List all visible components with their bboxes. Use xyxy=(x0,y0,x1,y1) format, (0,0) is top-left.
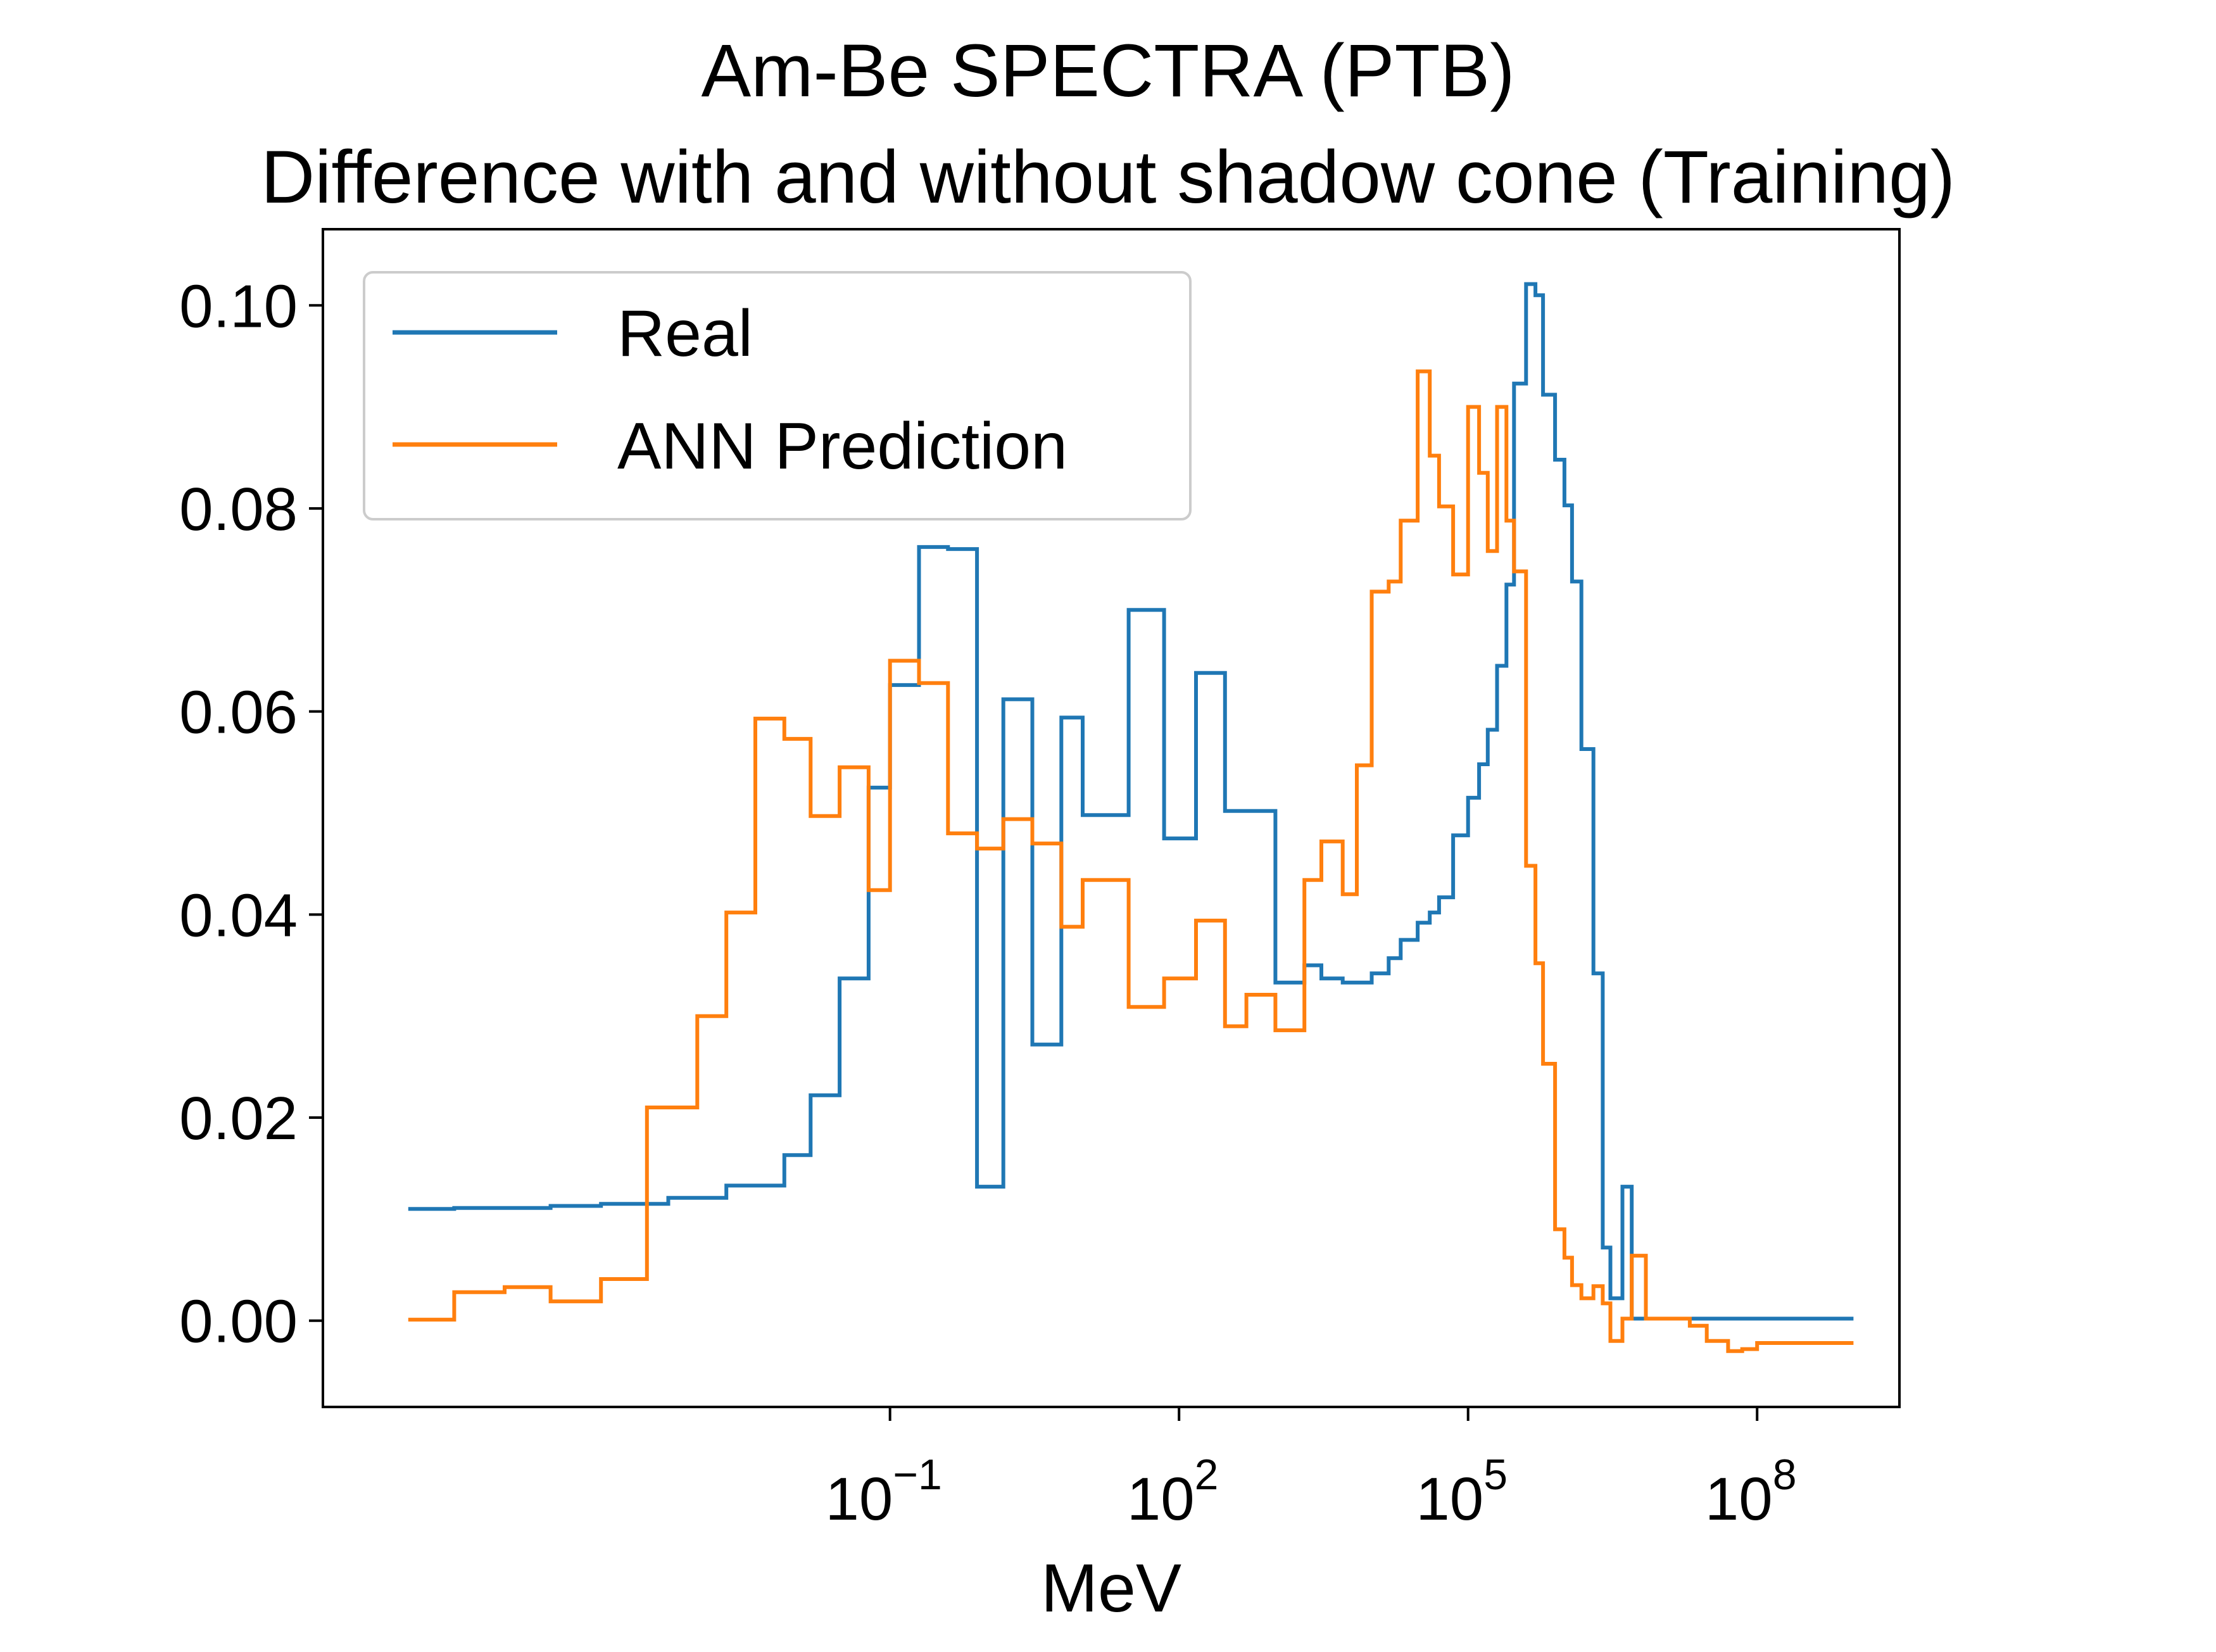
x-axis-label: MeV xyxy=(1041,1549,1181,1626)
x-tick-exponent: 2 xyxy=(1195,1451,1219,1499)
x-tick-base: 10 xyxy=(826,1465,893,1533)
x-tick-label: 102 xyxy=(1127,1451,1219,1533)
y-axis: 0.00 0.02 0.04 0.06 0.08 0.10 xyxy=(179,272,323,1356)
x-tick-base: 10 xyxy=(1127,1465,1195,1533)
x-tick-label: 108 xyxy=(1705,1451,1797,1533)
plot-area xyxy=(408,282,1854,1353)
chart-subtitle: Difference with and without shadow cone … xyxy=(261,136,1955,219)
legend-label-real: Real xyxy=(617,297,753,370)
series-line-ann-prediction xyxy=(408,369,1854,1353)
y-tick-label: 0.10 xyxy=(179,272,298,340)
x-tick-label: 105 xyxy=(1416,1451,1508,1533)
x-tick-exponent: 5 xyxy=(1483,1451,1508,1499)
y-tick-label: 0.02 xyxy=(179,1085,298,1152)
x-tick-base: 10 xyxy=(1416,1465,1483,1533)
y-tick-label: 0.00 xyxy=(179,1288,298,1356)
series-line-real xyxy=(408,282,1854,1321)
chart-title: Am-Be SPECTRA (PTB) xyxy=(701,29,1514,113)
plot-frame xyxy=(322,228,1901,1408)
y-tick-label: 0.04 xyxy=(179,881,298,949)
legend-label-ann-prediction: ANN Prediction xyxy=(617,410,1067,483)
x-tick-exponent: 8 xyxy=(1773,1451,1797,1499)
x-tick-exponent: −1 xyxy=(893,1451,942,1499)
x-tick-label: 10−1 xyxy=(826,1451,942,1533)
y-tick-label: 0.08 xyxy=(179,476,298,543)
legend-box xyxy=(363,271,1192,520)
x-tick-base: 10 xyxy=(1705,1465,1773,1533)
y-tick-label: 0.06 xyxy=(179,679,298,747)
x-axis: 10−1 102 105 108 xyxy=(826,1407,1797,1533)
legend: Real ANN Prediction xyxy=(363,271,1192,520)
